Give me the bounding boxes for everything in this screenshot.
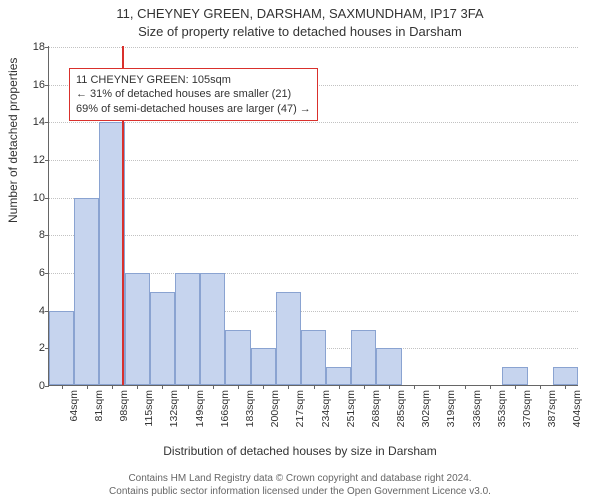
- gridline: [49, 198, 578, 199]
- footer-line2: Contains public sector information licen…: [0, 486, 600, 499]
- gridline: [49, 235, 578, 236]
- xtick-mark: [540, 385, 541, 389]
- histogram-bar: [276, 292, 301, 385]
- histogram-bar: [225, 330, 250, 386]
- xtick-label: 268sqm: [368, 390, 382, 427]
- xtick-mark: [62, 385, 63, 389]
- xtick-label: 251sqm: [343, 390, 357, 427]
- histogram-bar: [351, 330, 376, 386]
- histogram-bar: [49, 311, 74, 385]
- xtick-mark: [339, 385, 340, 389]
- xtick-mark: [465, 385, 466, 389]
- histogram-bar: [326, 367, 351, 385]
- xtick-mark: [565, 385, 566, 389]
- xtick-label: 132sqm: [166, 390, 180, 427]
- xtick-mark: [389, 385, 390, 389]
- ytick-label: 4: [39, 305, 49, 317]
- xtick-label: 234sqm: [318, 390, 332, 427]
- histogram-bar: [74, 198, 99, 385]
- ytick-label: 18: [33, 41, 49, 53]
- xtick-mark: [238, 385, 239, 389]
- plot-area: 02468101214161864sqm81sqm98sqm115sqm132s…: [48, 46, 578, 386]
- histogram-bar: [251, 348, 276, 385]
- xtick-label: 336sqm: [469, 390, 483, 427]
- annotation-line1: 11 CHEYNEY GREEN: 105sqm: [76, 73, 311, 87]
- histogram-bar: [553, 367, 578, 385]
- histogram-bar: [376, 348, 401, 385]
- footer-attribution: Contains HM Land Registry data © Crown c…: [0, 473, 600, 498]
- xtick-mark: [314, 385, 315, 389]
- xtick-label: 370sqm: [519, 390, 533, 427]
- ytick-label: 0: [39, 380, 49, 392]
- xtick-label: 319sqm: [443, 390, 457, 427]
- xtick-label: 217sqm: [292, 390, 306, 427]
- histogram-bar: [502, 367, 527, 385]
- xtick-label: 302sqm: [418, 390, 432, 427]
- xtick-mark: [188, 385, 189, 389]
- chart-title-line2: Size of property relative to detached ho…: [0, 24, 600, 39]
- gridline: [49, 122, 578, 123]
- y-axis-label: Number of detached properties: [6, 58, 20, 223]
- histogram-bar: [125, 273, 150, 385]
- annotation-line2: ← 31% of detached houses are smaller (21…: [76, 87, 311, 101]
- xtick-mark: [414, 385, 415, 389]
- xtick-mark: [490, 385, 491, 389]
- xtick-mark: [364, 385, 365, 389]
- xtick-label: 98sqm: [116, 390, 130, 422]
- xtick-label: 404sqm: [569, 390, 583, 427]
- xtick-mark: [137, 385, 138, 389]
- ytick-label: 6: [39, 267, 49, 279]
- xtick-mark: [213, 385, 214, 389]
- xtick-label: 81sqm: [91, 390, 105, 422]
- histogram-bar: [150, 292, 175, 385]
- xtick-label: 285sqm: [393, 390, 407, 427]
- xtick-mark: [112, 385, 113, 389]
- xtick-mark: [439, 385, 440, 389]
- ytick-label: 14: [33, 116, 49, 128]
- xtick-mark: [263, 385, 264, 389]
- xtick-mark: [515, 385, 516, 389]
- gridline: [49, 160, 578, 161]
- ytick-label: 16: [33, 79, 49, 91]
- xtick-mark: [162, 385, 163, 389]
- xtick-mark: [87, 385, 88, 389]
- xtick-label: 353sqm: [494, 390, 508, 427]
- x-axis-label: Distribution of detached houses by size …: [0, 444, 600, 458]
- histogram-bar: [99, 122, 124, 385]
- gridline: [49, 47, 578, 48]
- xtick-label: 183sqm: [242, 390, 256, 427]
- ytick-label: 10: [33, 192, 49, 204]
- annotation-line3: 69% of semi-detached houses are larger (…: [76, 102, 311, 116]
- chart-container: 11, CHEYNEY GREEN, DARSHAM, SAXMUNDHAM, …: [0, 0, 600, 500]
- ytick-label: 12: [33, 154, 49, 166]
- histogram-bar: [301, 330, 326, 386]
- ytick-label: 8: [39, 229, 49, 241]
- histogram-bar: [200, 273, 225, 385]
- footer-line1: Contains HM Land Registry data © Crown c…: [0, 473, 600, 486]
- xtick-label: 64sqm: [66, 390, 80, 422]
- xtick-label: 115sqm: [141, 390, 155, 427]
- ytick-label: 2: [39, 342, 49, 354]
- xtick-label: 166sqm: [217, 390, 231, 427]
- xtick-label: 149sqm: [192, 390, 206, 427]
- histogram-bar: [175, 273, 200, 385]
- xtick-label: 387sqm: [544, 390, 558, 427]
- annotation-box: 11 CHEYNEY GREEN: 105sqm ← 31% of detach…: [69, 68, 318, 121]
- xtick-mark: [288, 385, 289, 389]
- xtick-label: 200sqm: [267, 390, 281, 427]
- chart-title-line1: 11, CHEYNEY GREEN, DARSHAM, SAXMUNDHAM, …: [0, 6, 600, 21]
